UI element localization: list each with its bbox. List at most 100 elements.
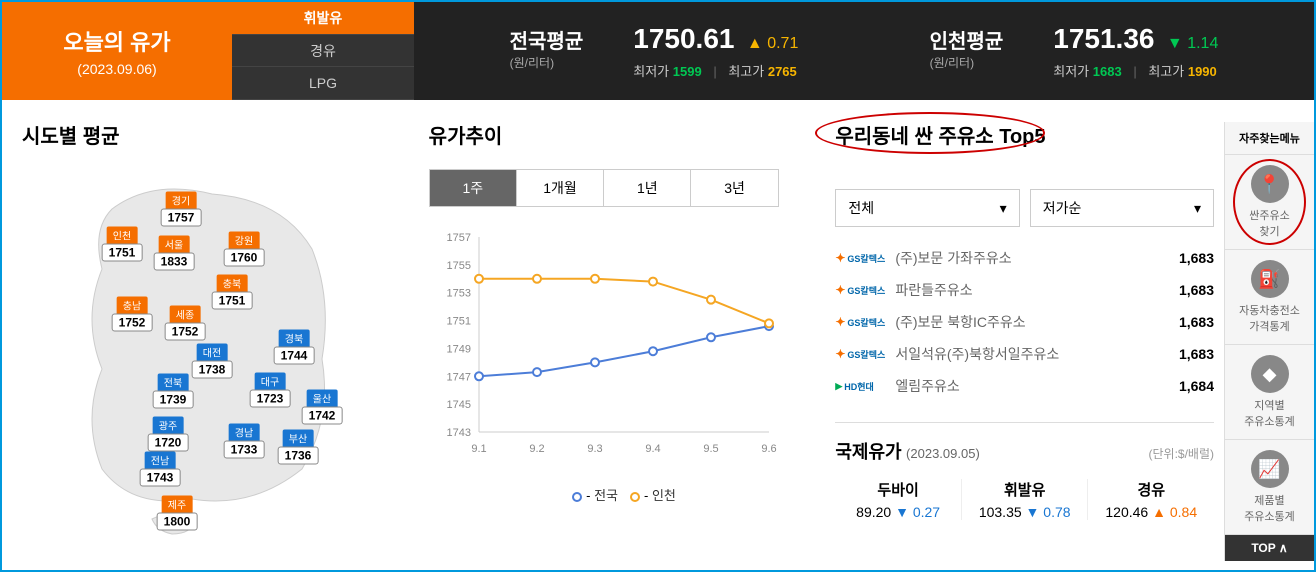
intl-item: 두바이89.20 ▼ 0.27 [835,479,962,520]
local-avg-unit: (원/리터) [930,54,1004,71]
station-row[interactable]: HD현대엘림주유소1,684 [835,370,1214,402]
brand-badge: GS칼텍스 [835,251,895,265]
chevron-down-icon: ▾ [1194,200,1201,217]
svg-text:9.3: 9.3 [587,443,602,455]
map-marker-세종[interactable]: 세종1752 [165,306,206,341]
svg-text:1745: 1745 [446,399,470,411]
menu-icon: 📈 [1251,450,1289,488]
station-name: 서일석유(주)북항서일주유소 [895,344,1179,364]
period-tabs: 1주1개월1년3년 [429,169,779,207]
svg-text:1753: 1753 [446,288,470,300]
svg-text:1747: 1747 [446,371,470,383]
period-tab-1개월[interactable]: 1개월 [517,170,604,206]
svg-text:9.2: 9.2 [529,443,544,455]
map-marker-경기[interactable]: 경기1757 [161,192,202,227]
svg-text:1757: 1757 [446,232,470,244]
station-name: (주)보문 가좌주유소 [895,248,1179,268]
station-row[interactable]: GS칼텍스서일석유(주)북항서일주유소1,683 [835,338,1214,370]
brand-badge: GS칼텍스 [835,315,895,329]
menu-icon: ◆ [1251,355,1289,393]
map-marker-광주[interactable]: 광주1720 [148,417,189,452]
filter-sort-select[interactable]: 저가순▾ [1030,189,1214,227]
quick-menu-item[interactable]: 📍싼주유소 찾기 [1225,155,1314,250]
panel-map-average: 시도별 평균 경기1757 인천1751 서울1833 강원1760 충북1751 충남1… [22,120,401,549]
station-row[interactable]: GS칼텍스(주)보문 북항IC주유소1,683 [835,306,1214,338]
map-marker-인천[interactable]: 인천1751 [102,227,143,262]
quick-menu-item[interactable]: ◆지역별 주유소통계 [1225,345,1314,440]
station-list: GS칼텍스(주)보문 가좌주유소1,683GS칼텍스파란들주유소1,683GS칼… [835,242,1214,402]
nation-average: 전국평균 (원/리터) 1750.61 ▲ 0.71 최저가 1599 | 최고… [444,23,864,80]
intl-date: (2023.09.05) [906,446,980,461]
menu-icon: ⛽ [1251,260,1289,298]
map-marker-충북[interactable]: 충북1751 [212,275,253,310]
fuel-tab-휘발유[interactable]: 휘발유 [232,2,414,35]
svg-text:1743: 1743 [446,427,470,439]
station-name: 파란들주유소 [895,280,1179,300]
map-marker-대전[interactable]: 대전1738 [192,344,233,379]
fuel-tabs: 휘발유경유LPG [232,2,414,100]
station-name: 엘림주유소 [895,376,1179,396]
station-price: 1,683 [1179,250,1214,266]
svg-text:1751: 1751 [446,316,470,328]
quick-menu-item[interactable]: ⛽자동차충전소 가격통계 [1225,250,1314,345]
map-marker-부산[interactable]: 부산1736 [278,430,319,465]
nation-avg-label: 전국평균 [510,25,584,54]
station-price: 1,683 [1179,282,1214,298]
quick-menu: 자주찾는메뉴 📍싼주유소 찾기⛽자동차충전소 가격통계◆지역별 주유소통계📈제품… [1224,122,1314,561]
station-name: (주)보문 북항IC주유소 [895,312,1179,332]
station-price: 1,684 [1179,378,1214,394]
local-average: 인천평균 (원/리터) 1751.36 ▼ 1.14 최저가 1683 | 최고… [864,23,1284,80]
svg-text:9.4: 9.4 [645,443,660,455]
station-row[interactable]: GS칼텍스(주)보문 가좌주유소1,683 [835,242,1214,274]
international-prices: 국제유가 (2023.09.05) (단위:$/배럴) 두바이89.20 ▼ 0… [835,422,1214,520]
map-marker-서울[interactable]: 서울1833 [154,236,195,271]
scroll-top-button[interactable]: TOP ∧ [1225,535,1314,561]
panel-price-trend: 유가추이 1주1개월1년3년 1743174517471749175117531… [429,120,808,549]
period-tab-3년[interactable]: 3년 [691,170,777,206]
station-price: 1,683 [1179,346,1214,362]
today-price-header: 오늘의 유가 (2023.09.06) [2,2,232,100]
panel-trend-title: 유가추이 [429,120,808,149]
korea-map: 경기1757 인천1751 서울1833 강원1760 충북1751 충남1752 세종17… [22,169,382,549]
fuel-tab-LPG[interactable]: LPG [232,67,414,100]
svg-text:9.1: 9.1 [471,443,486,455]
svg-text:9.6: 9.6 [761,443,776,455]
map-marker-대구[interactable]: 대구1723 [250,373,291,408]
top-bar: 오늘의 유가 (2023.09.06) 휘발유경유LPG 전국평균 (원/리터)… [2,2,1314,100]
menu-icon: 📍 [1251,165,1289,203]
panel-map-title: 시도별 평균 [22,120,401,149]
chevron-down-icon: ▾ [1000,200,1007,217]
map-marker-경남[interactable]: 경남1733 [224,424,265,459]
fuel-tab-경유[interactable]: 경유 [232,35,414,68]
brand-badge: HD현대 [835,380,895,393]
station-row[interactable]: GS칼텍스파란들주유소1,683 [835,274,1214,306]
intl-title: 국제유가 [835,442,901,462]
station-price: 1,683 [1179,314,1214,330]
map-marker-제주[interactable]: 제주1800 [157,496,198,531]
intl-item: 휘발유103.35 ▼ 0.78 [962,479,1089,520]
filter-brand-select[interactable]: 전체▾ [835,189,1019,227]
svg-text:1755: 1755 [446,260,470,272]
map-marker-전북[interactable]: 전북1739 [153,374,194,409]
quick-menu-title: 자주찾는메뉴 [1225,122,1314,155]
chart-legend: - 전국- 인천 [429,485,808,504]
intl-unit: (단위:$/배럴) [1149,445,1215,462]
highlight-circle [815,112,1045,154]
today-date: (2023.09.06) [77,61,156,77]
brand-badge: GS칼텍스 [835,283,895,297]
period-tab-1주[interactable]: 1주 [430,170,517,206]
map-marker-강원[interactable]: 강원1760 [224,232,265,267]
today-title: 오늘의 유가 [63,25,170,57]
period-tab-1년[interactable]: 1년 [604,170,691,206]
quick-menu-item[interactable]: 📈제품별 주유소통계 [1225,440,1314,535]
svg-text:9.5: 9.5 [703,443,718,455]
nation-avg-delta: ▲ 0.71 [747,35,798,52]
map-marker-충남[interactable]: 충남1752 [112,297,153,332]
panel-top5-title: 우리동네 싼 주유소 Top5 [835,120,1045,149]
local-avg-delta: ▼ 1.14 [1167,35,1218,52]
trend-chart: 174317451747174917511753175517579.19.29.… [429,227,779,477]
map-marker-울산[interactable]: 울산1742 [302,390,343,425]
map-marker-경북[interactable]: 경북1744 [274,330,315,365]
map-marker-전남[interactable]: 전남1743 [140,452,181,487]
nation-avg-unit: (원/리터) [510,54,584,71]
